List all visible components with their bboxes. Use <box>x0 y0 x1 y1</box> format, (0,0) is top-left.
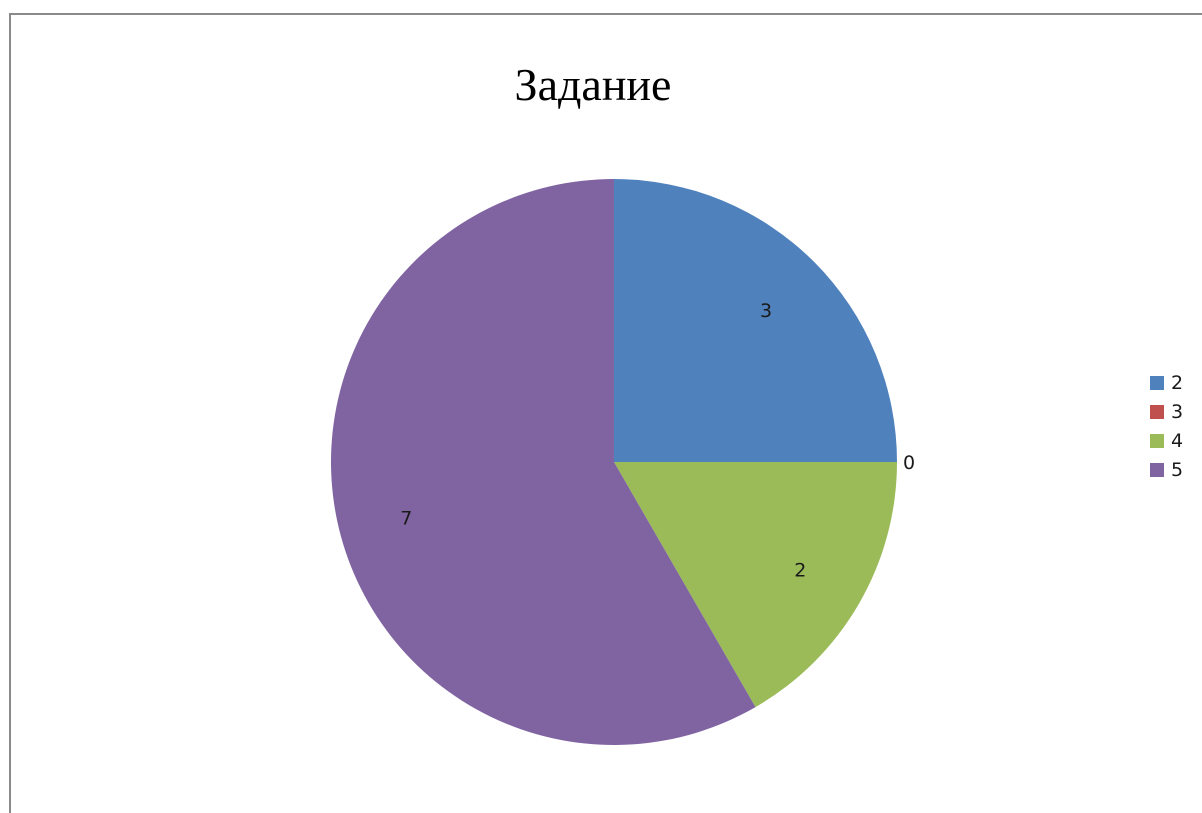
legend-swatch <box>1150 462 1164 477</box>
legend-label: 2 <box>1171 371 1184 394</box>
legend-swatch <box>1150 433 1164 448</box>
legend-swatch <box>1150 404 1164 419</box>
pie-slice-2 <box>614 179 897 462</box>
data-label-5: 7 <box>400 508 412 530</box>
legend-item-3: 3 <box>1150 397 1183 426</box>
chart-legend: 2 3 4 5 <box>1150 368 1183 484</box>
legend-item-5: 5 <box>1150 455 1183 484</box>
legend-item-2: 2 <box>1150 368 1183 397</box>
legend-label: 3 <box>1171 400 1184 423</box>
legend-swatch <box>1150 375 1164 390</box>
chart-title: Задание <box>514 59 672 110</box>
data-label-4: 2 <box>794 560 806 582</box>
data-label-3: 0 <box>903 452 915 474</box>
pie-slice-5 <box>330 179 756 746</box>
legend-label: 4 <box>1171 429 1184 452</box>
data-label-2: 3 <box>760 300 772 322</box>
legend-label: 5 <box>1171 458 1184 481</box>
legend-item-4: 4 <box>1150 426 1183 455</box>
pie-slice-4 <box>614 462 897 708</box>
